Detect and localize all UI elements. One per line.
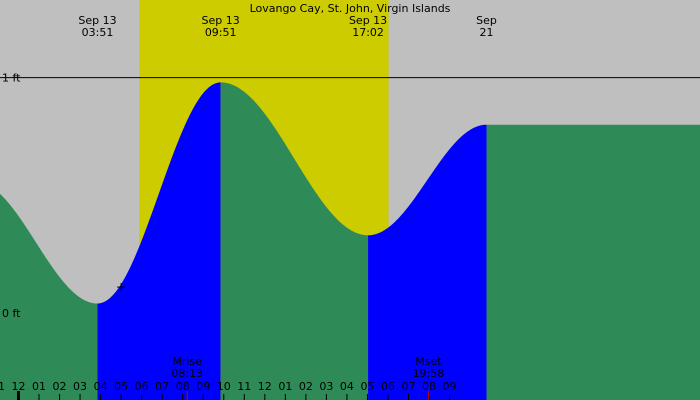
hour-label: 05 xyxy=(114,380,128,393)
current-time-marker xyxy=(117,283,126,292)
hour-label: 06 xyxy=(135,380,149,393)
hour-label: 06 xyxy=(381,380,395,393)
hour-label: 04 xyxy=(94,380,108,393)
hour-label: 09 xyxy=(196,380,210,393)
hour-label: 01 xyxy=(32,380,46,393)
falling-tide-area xyxy=(486,124,700,400)
hour-label: 03 xyxy=(73,380,87,393)
hour-label: 02 xyxy=(53,380,67,393)
tide-time-label: 09:51 xyxy=(205,26,237,39)
chart-title: Lovango Cay, St. John, Virgin Islands xyxy=(250,2,451,15)
tide-areas xyxy=(0,82,700,400)
hour-label: 08 xyxy=(176,380,190,393)
y-tick-label: 0 ft xyxy=(2,307,21,320)
hour-label: 12 xyxy=(258,380,272,393)
tide-date-label: Sep 13 xyxy=(202,14,240,27)
hour-label: 07 xyxy=(402,380,416,393)
moon-event-time: 19:58 xyxy=(413,367,445,380)
y-tick-label: 1 ft xyxy=(2,72,21,85)
hour-label: 04 xyxy=(340,380,354,393)
hour-label: 09 xyxy=(443,380,457,393)
tide-time-label: 21 xyxy=(480,26,494,39)
falling-tide-area xyxy=(0,193,98,400)
hour-label: 05 xyxy=(360,380,374,393)
y-axis-labels: 1 ft 0 ft xyxy=(2,72,21,320)
hour-label: 08 xyxy=(422,380,436,393)
rising-tide-area xyxy=(97,82,221,400)
hour-label: 11 xyxy=(237,380,251,393)
moon-event-label: Mset xyxy=(415,355,442,368)
tide-date-label: Sep 13 xyxy=(78,14,116,27)
hour-label: 10 xyxy=(217,380,231,393)
hour-label: 01 xyxy=(278,380,292,393)
tide-time-label: 03:51 xyxy=(82,26,114,39)
hour-label: 02 xyxy=(299,380,313,393)
tide-date-label: Sep xyxy=(476,14,497,27)
tide-date-label: Sep 13 xyxy=(349,14,387,27)
hour-label: 03 xyxy=(319,380,333,393)
falling-tide-area xyxy=(220,82,369,400)
hour-label: 12 xyxy=(11,380,25,393)
x-axis: 11 12 01 02 03 04 05 06 07 08 09 10 11 12 01 02 03 04 05 06… xyxy=(0,380,457,400)
tide-time-label: 17:02 xyxy=(352,26,384,39)
hour-label: 11 xyxy=(0,380,5,393)
rising-tide-area xyxy=(368,124,487,400)
moon-event-label: Mrise xyxy=(172,355,202,368)
hour-label: 07 xyxy=(155,380,169,393)
moon-event-time: 08:13 xyxy=(171,367,203,380)
